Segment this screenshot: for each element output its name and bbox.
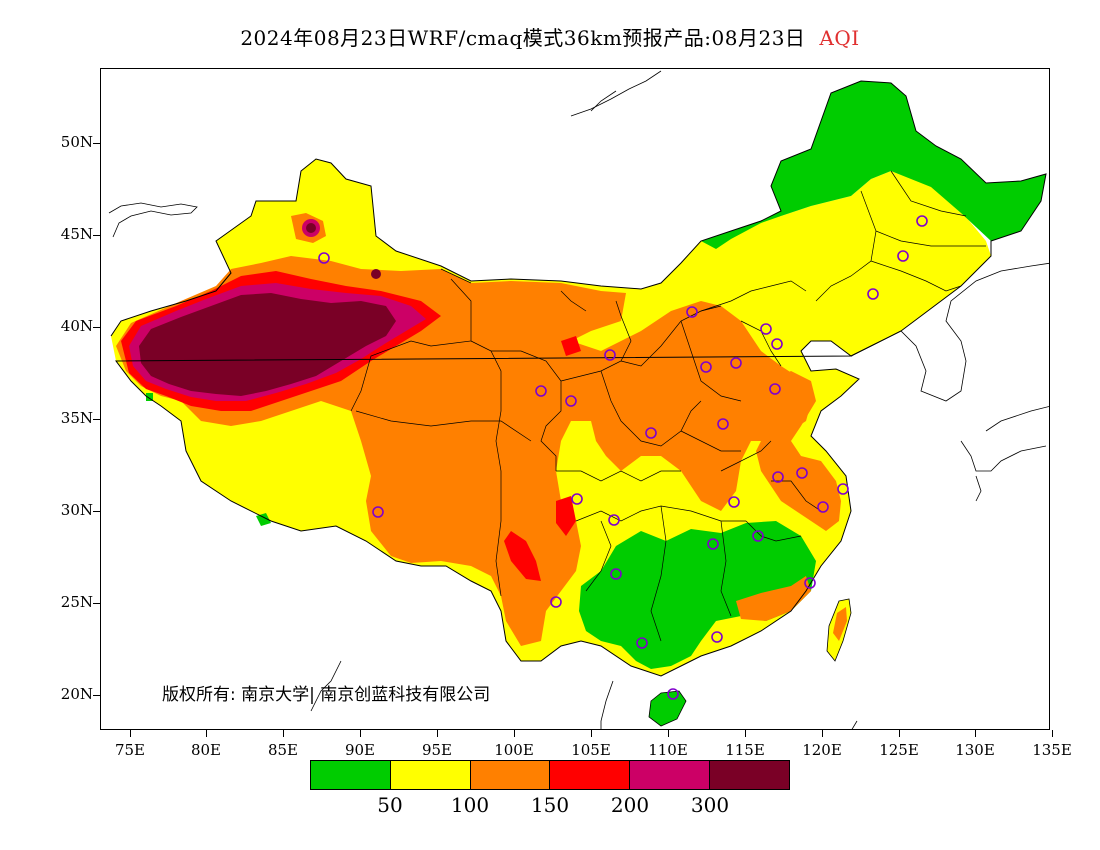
legend-swatch	[550, 761, 631, 789]
color-legend	[310, 760, 790, 790]
longitude-label: 95E	[421, 741, 453, 759]
longitude-tick	[360, 730, 361, 737]
latitude-label: 45N	[60, 225, 93, 243]
station-marker	[752, 530, 764, 542]
longitude-tick	[822, 730, 823, 737]
station-marker	[867, 288, 879, 300]
legend-swatch	[311, 761, 391, 789]
longitude-tick	[591, 730, 592, 737]
legend-label: 150	[530, 793, 570, 817]
station-marker	[796, 467, 808, 479]
aqi-map	[108, 70, 1049, 729]
legend-label: 300	[690, 793, 730, 817]
legend-swatch	[630, 761, 711, 789]
latitude-tick	[93, 511, 100, 512]
longitude-label: 100E	[494, 741, 534, 759]
legend-label: 200	[610, 793, 650, 817]
station-marker	[769, 383, 781, 395]
longitude-label: 75E	[114, 741, 146, 759]
station-marker	[730, 357, 742, 369]
region-good-south	[579, 521, 816, 669]
legend-swatch	[470, 761, 551, 789]
longitude-label: 120E	[802, 741, 842, 759]
station-marker	[897, 250, 909, 262]
longitude-label: 105E	[571, 741, 611, 759]
station-marker	[707, 538, 719, 550]
station-marker	[837, 483, 849, 495]
longitude-tick	[206, 730, 207, 737]
station-marker	[565, 395, 577, 407]
station-markers	[318, 215, 928, 700]
station-marker	[771, 338, 783, 350]
latitude-label: 30N	[60, 501, 93, 519]
station-marker	[636, 637, 648, 649]
longitude-label: 110E	[648, 741, 688, 759]
station-marker	[604, 349, 616, 361]
longitude-tick	[668, 730, 669, 737]
title-text: 2024年08月23日WRF/cmaq模式36km预报产品:08月23日	[240, 26, 806, 50]
station-marker	[717, 418, 729, 430]
station-marker	[728, 496, 740, 508]
station-marker	[645, 427, 657, 439]
longitude-tick	[899, 730, 900, 737]
latitude-label: 20N	[60, 685, 93, 703]
longitude-label: 80E	[190, 741, 222, 759]
station-marker	[804, 577, 816, 589]
latitude-label: 50N	[60, 133, 93, 151]
latitude-tick	[93, 235, 100, 236]
region-good-northeast	[701, 81, 1046, 249]
region-hazardous	[139, 293, 396, 396]
longitude-label: 90E	[344, 741, 376, 759]
station-marker	[372, 506, 384, 518]
longitude-label: 115E	[725, 741, 765, 759]
hainan-island	[648, 690, 687, 727]
country-outline	[110, 80, 1047, 357]
station-marker	[571, 493, 583, 505]
station-marker	[610, 568, 622, 580]
latitude-tick	[93, 327, 100, 328]
legend-swatch	[710, 761, 789, 789]
latitude-tick	[93, 695, 100, 696]
legend-label: 100	[450, 793, 490, 817]
longitude-tick	[745, 730, 746, 737]
latitude-label: 25N	[60, 593, 93, 611]
station-marker	[686, 306, 698, 318]
longitude-tick	[437, 730, 438, 737]
latitude-tick	[93, 143, 100, 144]
station-marker	[760, 323, 772, 335]
map-frame	[100, 68, 1050, 730]
station-marker	[817, 501, 829, 513]
station-marker	[700, 361, 712, 373]
legend-label: 50	[377, 793, 403, 817]
latitude-label: 35N	[60, 409, 93, 427]
station-marker	[711, 631, 723, 643]
map-title: 2024年08月23日WRF/cmaq模式36km预报产品:08月23日 AQI	[0, 22, 1100, 51]
station-marker	[667, 688, 679, 700]
copyright-text: 版权所有: 南京大学| 南京创蓝科技有限公司	[162, 685, 491, 705]
region-usg-east	[756, 371, 841, 531]
station-marker	[318, 252, 330, 264]
longitude-tick	[975, 730, 976, 737]
longitude-tick	[283, 730, 284, 737]
longitude-tick	[514, 730, 515, 737]
station-marker	[916, 215, 928, 227]
station-marker	[608, 514, 620, 526]
station-marker	[550, 596, 562, 608]
longitude-tick	[130, 730, 131, 737]
station-marker	[772, 471, 784, 483]
latitude-label: 40N	[60, 317, 93, 335]
latitude-tick	[93, 419, 100, 420]
province-boundaries	[350, 170, 986, 642]
neighbor-coastlines	[108, 70, 1049, 729]
longitude-label: 125E	[879, 741, 919, 759]
longitude-label: 85E	[267, 741, 299, 759]
latitude-tick	[93, 603, 100, 604]
longitude-tick	[1052, 730, 1053, 737]
legend-swatch	[390, 761, 471, 789]
variable-label: AQI	[819, 26, 860, 50]
longitude-label: 130E	[955, 741, 995, 759]
longitude-label: 135E	[1032, 741, 1072, 759]
station-marker	[535, 385, 547, 397]
